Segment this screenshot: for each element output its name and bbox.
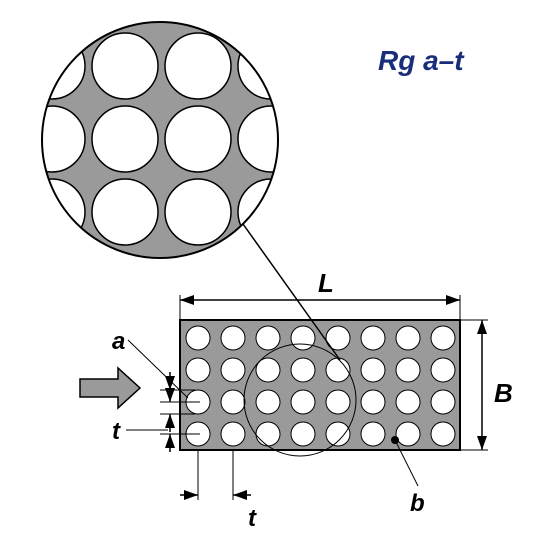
dim-label-a: a <box>112 328 125 356</box>
dim-label-t-horizontal: t <box>248 505 256 533</box>
dim-label-B: B <box>494 378 513 409</box>
dim-label-b: b <box>410 490 425 518</box>
dim-label-t-vertical: t <box>112 418 120 446</box>
diagram-title: Rg a–t <box>378 45 464 77</box>
dim-label-L: L <box>318 268 334 299</box>
